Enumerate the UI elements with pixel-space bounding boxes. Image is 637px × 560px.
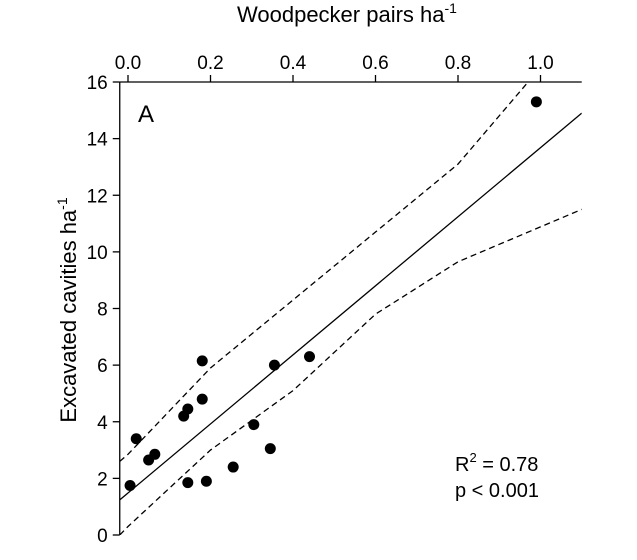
data-point bbox=[248, 419, 260, 431]
data-point bbox=[530, 96, 542, 108]
x-axis-title-text: Woodpecker pairs ha bbox=[237, 2, 445, 27]
y-tick-label: 12 bbox=[87, 186, 108, 207]
data-point bbox=[304, 351, 315, 363]
data-point bbox=[182, 403, 194, 415]
data-point bbox=[196, 393, 208, 405]
r2-annotation: R2 = 0.78 bbox=[455, 450, 538, 476]
panel-label: A bbox=[138, 101, 154, 128]
x-axis-title-sup: -1 bbox=[445, 0, 458, 16]
data-point bbox=[196, 355, 208, 367]
x-tick-label: 0.6 bbox=[362, 53, 388, 74]
confidence-band bbox=[119, 208, 582, 535]
data-point bbox=[227, 461, 239, 473]
data-point bbox=[268, 359, 280, 371]
y-tick-label: 14 bbox=[87, 130, 109, 151]
y-tick-label: 0 bbox=[97, 526, 108, 547]
x-tick-label: 0.8 bbox=[445, 53, 471, 74]
y-tick-label: 10 bbox=[87, 243, 108, 264]
data-point bbox=[182, 477, 194, 489]
y-tick-label: 8 bbox=[97, 300, 108, 321]
x-tick-label: 1.0 bbox=[527, 53, 553, 74]
x-axis-title: Woodpecker pairs ha-1 bbox=[237, 0, 457, 27]
data-point bbox=[130, 433, 142, 445]
x-tick-label: 0.4 bbox=[280, 53, 307, 74]
y-axis-title-sup: -1 bbox=[54, 197, 70, 210]
regression-line bbox=[119, 112, 582, 501]
r2-value: = 0.78 bbox=[477, 454, 539, 476]
y-axis-title-text: Excavated cavities ha bbox=[56, 209, 81, 423]
data-point bbox=[264, 443, 276, 455]
r2-r: R bbox=[455, 454, 469, 476]
y-tick-label: 6 bbox=[97, 356, 108, 377]
p-annotation: p < 0.001 bbox=[455, 480, 539, 502]
r2-sup: 2 bbox=[469, 450, 476, 465]
data-point bbox=[149, 448, 161, 460]
data-point bbox=[200, 475, 212, 487]
y-axis-title: Excavated cavities ha-1 bbox=[54, 197, 81, 422]
data-point bbox=[124, 479, 136, 491]
y-tick-label: 16 bbox=[87, 73, 108, 94]
x-tick-label: 0.0 bbox=[115, 53, 141, 74]
confidence-band bbox=[119, 82, 529, 462]
x-tick-label: 0.2 bbox=[197, 53, 223, 74]
y-tick-label: 4 bbox=[97, 413, 108, 434]
y-tick-label: 2 bbox=[97, 469, 108, 490]
